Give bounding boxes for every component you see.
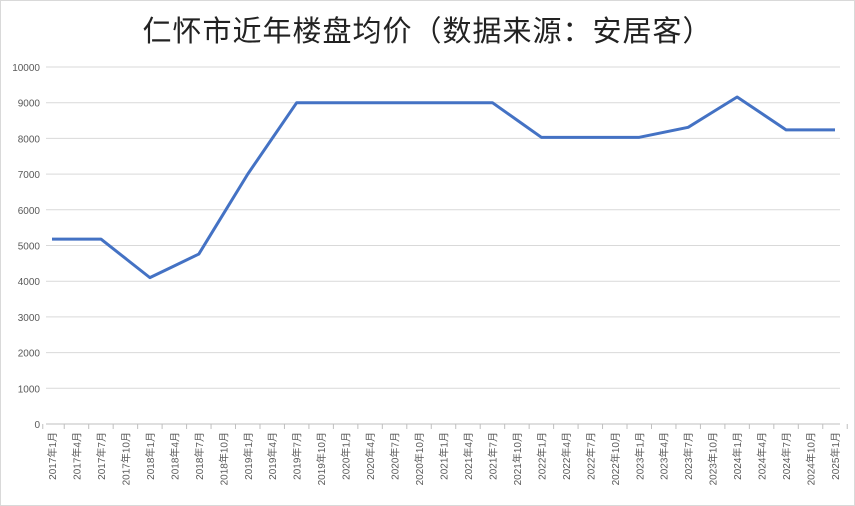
x-tick-label: 2018年10月 — [217, 432, 230, 485]
x-tick-label: 2021年7月 — [486, 432, 499, 480]
x-tick-label: 2024年7月 — [780, 432, 793, 480]
x-tick-label: 2024年1月 — [731, 432, 744, 480]
y-tick-label: 10000 — [12, 63, 40, 74]
y-tick-label: 3000 — [18, 313, 41, 324]
x-tick-label: 2022年7月 — [584, 432, 597, 480]
x-tick-label: 2018年4月 — [168, 432, 181, 480]
x-tick-label: 2025年1月 — [829, 432, 842, 480]
x-tick-label: 2018年7月 — [193, 432, 206, 480]
x-tick-label: 2020年1月 — [340, 432, 353, 480]
x-tick-label: 2024年10月 — [805, 432, 818, 485]
y-tick-label: 0 — [34, 420, 40, 431]
x-tick-label: 2022年10月 — [609, 432, 622, 485]
y-tick-label: 2000 — [18, 349, 41, 360]
x-tick-label: 2021年10月 — [511, 432, 524, 485]
x-tick-label: 2019年1月 — [242, 432, 255, 480]
x-tick-label: 2021年4月 — [462, 432, 475, 480]
x-tick-label: 2017年4月 — [70, 432, 83, 480]
y-tick-label: 9000 — [18, 99, 41, 110]
x-tick-label: 2024年4月 — [756, 432, 769, 480]
x-tick-label: 2023年10月 — [707, 432, 720, 485]
x-tick-label: 2020年7月 — [389, 432, 402, 480]
y-tick-label: 7000 — [18, 170, 41, 181]
y-tick-label: 5000 — [18, 242, 41, 253]
x-tick-label: 2020年4月 — [364, 432, 377, 480]
x-tick-label: 2019年10月 — [315, 432, 328, 485]
y-tick-label: 8000 — [18, 134, 41, 145]
x-tick-label: 2023年4月 — [658, 432, 671, 480]
chart-title: 仁怀市近年楼盘均价（数据来源：安居客） — [142, 14, 713, 48]
x-tick-label: 2023年7月 — [682, 432, 695, 480]
y-tick-label: 4000 — [18, 277, 41, 288]
x-tick-label: 2017年1月 — [46, 432, 59, 480]
x-tick-label: 2017年7月 — [95, 432, 108, 480]
x-tick-label: 2019年7月 — [291, 432, 304, 480]
x-tick-label: 2019年4月 — [266, 432, 279, 480]
x-tick-label: 2020年10月 — [413, 432, 426, 485]
y-tick-label: 6000 — [18, 206, 41, 217]
x-tick-label: 2017年10月 — [119, 432, 132, 485]
x-tick-label: 2023年1月 — [633, 432, 646, 480]
x-tick-label: 2022年1月 — [535, 432, 548, 480]
series-line — [52, 95, 835, 280]
y-tick-label: 1000 — [18, 384, 41, 395]
x-tick-label: 2021年1月 — [438, 432, 451, 480]
x-tick-label: 2018年1月 — [144, 432, 157, 480]
x-tick-label: 2022年4月 — [560, 432, 573, 480]
